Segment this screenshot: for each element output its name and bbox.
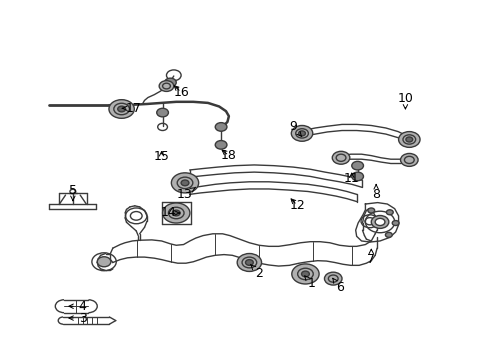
Circle shape [405, 137, 412, 142]
Text: 11: 11 [343, 172, 359, 185]
Text: 17: 17 [122, 102, 141, 115]
Text: 7: 7 [366, 249, 374, 266]
Text: 13: 13 [177, 187, 195, 201]
Circle shape [351, 161, 363, 170]
Circle shape [97, 257, 111, 267]
Text: 10: 10 [397, 92, 412, 109]
Circle shape [237, 253, 261, 271]
Text: 5: 5 [69, 184, 77, 201]
Circle shape [367, 208, 374, 213]
Circle shape [162, 203, 189, 223]
Circle shape [385, 232, 391, 237]
Circle shape [370, 216, 388, 228]
Circle shape [298, 131, 305, 136]
Text: 2: 2 [250, 264, 263, 280]
Circle shape [398, 132, 419, 147]
Circle shape [130, 212, 142, 220]
Circle shape [181, 180, 188, 186]
Text: 18: 18 [221, 149, 236, 162]
Circle shape [351, 172, 363, 181]
Text: 9: 9 [289, 121, 301, 137]
Circle shape [171, 173, 198, 193]
Circle shape [291, 126, 312, 141]
Text: 14: 14 [161, 207, 179, 220]
Circle shape [364, 218, 374, 225]
Circle shape [109, 100, 134, 118]
Text: 16: 16 [173, 86, 188, 99]
Text: 6: 6 [332, 278, 343, 294]
Circle shape [157, 108, 168, 117]
Circle shape [301, 271, 309, 277]
Text: 8: 8 [371, 185, 379, 201]
Circle shape [400, 153, 417, 166]
Circle shape [118, 106, 125, 112]
Text: 4: 4 [69, 300, 86, 313]
Circle shape [324, 272, 341, 285]
Text: 12: 12 [289, 199, 305, 212]
Circle shape [391, 221, 398, 226]
Circle shape [215, 140, 226, 149]
Circle shape [374, 219, 384, 226]
Circle shape [331, 151, 349, 164]
Circle shape [215, 123, 226, 131]
Text: 1: 1 [304, 276, 315, 291]
Circle shape [164, 78, 176, 87]
Text: 15: 15 [153, 150, 169, 163]
Circle shape [291, 264, 319, 284]
Circle shape [245, 260, 253, 265]
Circle shape [386, 210, 392, 215]
Circle shape [172, 210, 180, 216]
Circle shape [159, 81, 173, 91]
Text: 3: 3 [69, 311, 86, 325]
